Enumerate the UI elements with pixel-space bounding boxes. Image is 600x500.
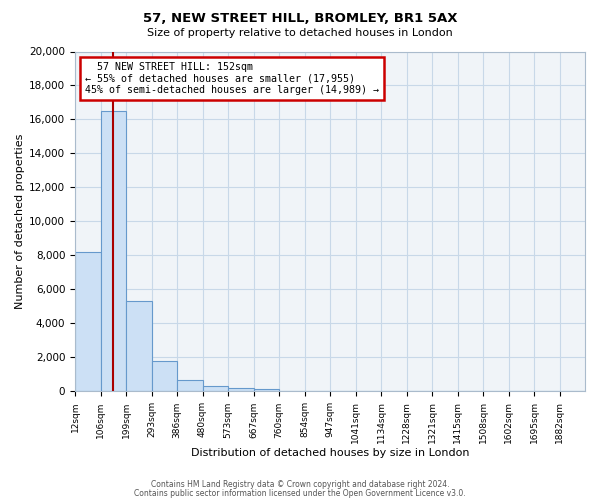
Bar	[152, 361, 177, 392]
Text: Size of property relative to detached houses in London: Size of property relative to detached ho…	[147, 28, 453, 38]
Bar	[126, 302, 152, 392]
Text: 57 NEW STREET HILL: 152sqm
← 55% of detached houses are smaller (17,955)
45% of : 57 NEW STREET HILL: 152sqm ← 55% of deta…	[85, 62, 379, 95]
Bar	[254, 389, 279, 392]
Text: Contains HM Land Registry data © Crown copyright and database right 2024.: Contains HM Land Registry data © Crown c…	[151, 480, 449, 489]
Bar	[203, 386, 228, 392]
Bar	[177, 380, 203, 392]
Bar	[75, 252, 101, 392]
Bar	[228, 388, 254, 392]
Bar	[101, 111, 126, 392]
X-axis label: Distribution of detached houses by size in London: Distribution of detached houses by size …	[191, 448, 469, 458]
Text: 57, NEW STREET HILL, BROMLEY, BR1 5AX: 57, NEW STREET HILL, BROMLEY, BR1 5AX	[143, 12, 457, 26]
Y-axis label: Number of detached properties: Number of detached properties	[15, 134, 25, 309]
Text: Contains public sector information licensed under the Open Government Licence v3: Contains public sector information licen…	[134, 488, 466, 498]
